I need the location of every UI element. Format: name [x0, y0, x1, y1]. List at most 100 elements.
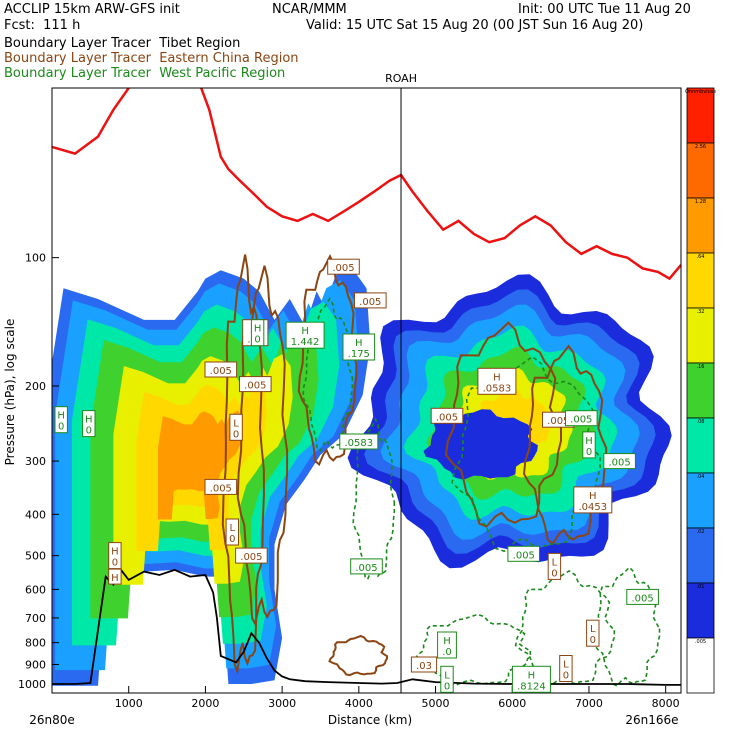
colorbar-swatch: [686, 142, 715, 199]
contour-label-box: [285, 321, 325, 349]
west-pacific-contour-2: [451, 355, 601, 553]
y-tick-label: 500: [25, 550, 46, 563]
contour-labels-layer: H0H0H0H.005.005L0H.24.005H0L0.005H1.442H…: [54, 258, 659, 693]
contour-label: .005: [204, 478, 238, 495]
x-tick-label: 5000: [422, 697, 450, 710]
contour-label: H0: [250, 319, 265, 347]
contour-label: .005: [354, 292, 387, 309]
contour-label: H0: [582, 431, 596, 459]
contour-label-box: [603, 453, 636, 470]
contour-label: .005: [565, 410, 598, 427]
contour-label-text: L: [563, 660, 569, 671]
contour-label: L0: [440, 665, 454, 693]
west-pacific-contour-3: [414, 613, 532, 686]
eastern-china-contour-2: [297, 254, 358, 467]
contour-label-box: [108, 568, 122, 585]
x-tick-label: 6000: [498, 697, 526, 710]
west-pacific-contour-0: [302, 297, 354, 452]
init-time: Init: 00 UTC Tue 11 Aug 20: [518, 2, 691, 17]
plot-frame: [51, 87, 682, 694]
contour-label-text: H: [301, 326, 309, 337]
x-tick-label: 1000: [115, 697, 143, 710]
contour-label: L0: [586, 619, 600, 647]
contour-label-box: [430, 407, 464, 424]
colorbar-swatch: [686, 252, 715, 309]
contour-label-box: [235, 547, 268, 564]
contour-label-text: L: [590, 624, 596, 635]
contour-label-text: .0453: [578, 502, 607, 513]
contour-label-text: L: [230, 523, 236, 534]
tropopause-line: [52, 88, 681, 281]
terrain-line: [52, 568, 681, 686]
y-tick-label: 1000: [18, 678, 46, 691]
contour-label-text: H: [493, 372, 501, 383]
contour-label: H0: [82, 410, 96, 438]
y-tick-label: 700: [25, 612, 46, 625]
y-tick-label: 400: [25, 508, 46, 521]
contour-label-text: .0583: [344, 438, 373, 449]
contour-label-text: .03: [416, 661, 432, 672]
contour-label-text: H: [355, 338, 363, 349]
west-pacific-contour-1: [352, 417, 396, 581]
colorbar-level-label: .005: [695, 639, 706, 645]
contour-label-box: [342, 333, 376, 361]
contour-label-box: [511, 665, 551, 693]
colorbar-level-label: .01: [697, 584, 705, 590]
contour-label-text: .005: [244, 381, 266, 392]
line-layer: [52, 88, 681, 693]
colorbar-swatch: [686, 362, 715, 419]
contour-label-text: .0: [442, 647, 452, 658]
contour-label-text: .8124: [517, 681, 546, 692]
contour-label-text: .005: [547, 416, 569, 427]
contour-label: .005: [430, 407, 464, 424]
contour-label-text: L: [552, 557, 558, 568]
contour-label: L0: [559, 655, 573, 682]
contour-label-text: 1.442: [291, 337, 320, 348]
model-title: ACCLIP 15km ARW-GFS init: [4, 2, 180, 17]
contour-label-text: 0: [233, 429, 239, 440]
colorbar-level-label: 2.56: [695, 144, 706, 150]
y-tick-label: 800: [25, 637, 46, 650]
contour-label-text: H: [57, 411, 65, 422]
contour-label-text: .005: [210, 483, 232, 494]
contour-label-text: 0: [590, 635, 596, 646]
contour-label: .005: [235, 547, 268, 564]
contour-label-text: .005: [210, 366, 232, 377]
contour-label: L0: [547, 552, 562, 580]
contour-label-box: [339, 433, 379, 450]
contour-label: .005: [239, 376, 272, 393]
colorbar-swatch: [686, 87, 715, 144]
contour-label-box: [410, 656, 438, 673]
contour-label-text: H: [111, 573, 119, 584]
colorbar: Ohnmbvloss 2.56 1.28 .64 .32 .16 .08 .04 .02 .01.…: [685, 87, 716, 694]
y-tick-label: 900: [25, 658, 46, 671]
contour-label-box: [626, 588, 659, 605]
colorbar-level-label: 1.28: [695, 199, 706, 205]
contour-label-text: .175: [348, 349, 370, 360]
contour-label-box: [582, 431, 596, 459]
contour-label: H.0: [437, 631, 457, 659]
contour-label: .005: [507, 545, 540, 562]
colorbar-swatch: [686, 637, 715, 694]
contour-label-text: 0: [58, 422, 64, 433]
x-tick-label: 8000: [652, 697, 680, 710]
contour-label-text: 0: [254, 335, 260, 346]
contour-label-text: H: [528, 670, 536, 681]
contour-label-text: 0: [112, 558, 118, 569]
x-start-label: 26n80e: [29, 713, 75, 727]
contour-label-box: [204, 361, 238, 378]
contour-label-box: [547, 552, 562, 580]
y-axis-label: Pressure (hPa), log scale: [3, 319, 17, 466]
y-tick-label: 100: [25, 252, 46, 265]
contour-label: .005: [350, 558, 383, 575]
contour-label: .005: [626, 588, 659, 605]
colorbar-level-label: .32: [697, 309, 705, 315]
tracer-contour-layer: [221, 254, 661, 687]
contour-label-text: .005: [355, 563, 377, 574]
forecast-hour: Fcst: 111 h: [4, 18, 81, 33]
x-tick-label: 3000: [268, 697, 296, 710]
contour-label-box: [54, 406, 68, 434]
contour-label-box: [477, 367, 517, 395]
contour-label-text: .005: [608, 458, 630, 469]
contour-label-text: .005: [513, 550, 535, 561]
